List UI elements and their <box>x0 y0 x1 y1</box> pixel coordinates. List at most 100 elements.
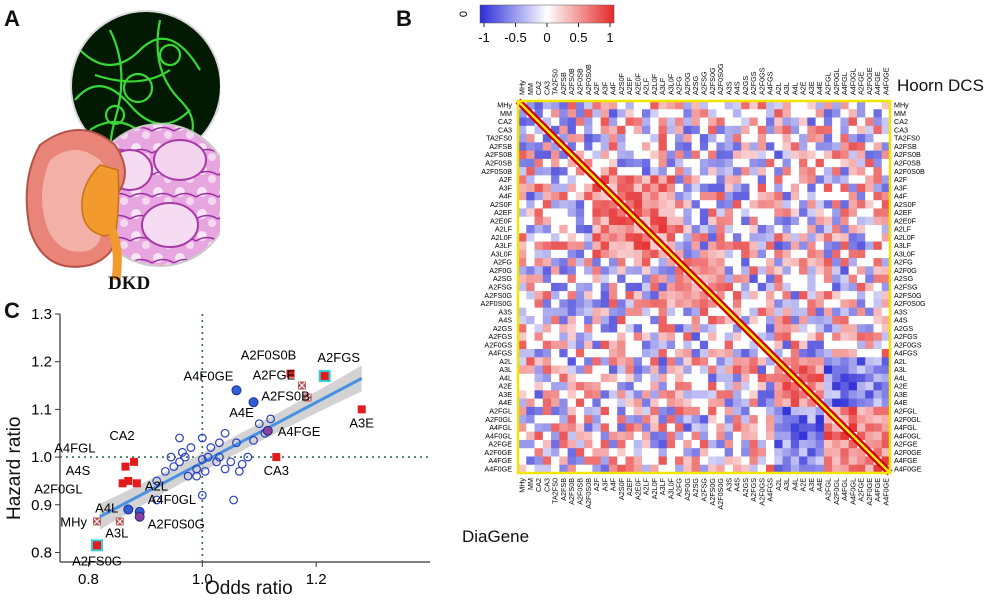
heatmap-cell <box>584 208 593 218</box>
heatmap-cell <box>658 423 668 432</box>
heatmap-cell <box>592 117 601 127</box>
circle-marker <box>262 425 273 436</box>
data-point <box>266 414 276 424</box>
heatmap-cell <box>881 191 891 201</box>
heatmap-cell <box>625 365 635 375</box>
heatmap-cell <box>658 200 668 209</box>
heatmap-cell <box>708 191 717 201</box>
heatmap-cell <box>732 332 742 342</box>
heatmap-cell <box>708 142 717 151</box>
col-label-top: A4FGL <box>840 72 849 95</box>
heatmap-cell <box>592 266 601 275</box>
heatmap-cell <box>567 415 577 424</box>
heatmap-cell <box>575 439 585 449</box>
heatmap-cell <box>856 373 866 383</box>
heatmap-cell <box>633 225 643 234</box>
heatmap-cell <box>716 340 725 350</box>
heatmap-cell <box>741 142 750 151</box>
heatmap-cell <box>807 324 816 333</box>
heatmap-cell <box>716 373 725 383</box>
heatmap-cell <box>823 225 833 234</box>
heatmap-cell <box>741 448 750 457</box>
heatmap-cell <box>832 423 841 432</box>
heatmap-cell <box>757 431 767 441</box>
heatmap-cell <box>633 282 643 292</box>
heatmap-cell <box>856 464 866 474</box>
heatmap-cell <box>666 258 676 267</box>
heatmap-cell <box>699 332 709 342</box>
heatmap-cell <box>832 282 841 292</box>
heatmap-cell <box>617 249 626 259</box>
heatmap-cell <box>807 365 816 375</box>
heatmap-cell <box>650 464 659 474</box>
heatmap-cell <box>567 357 577 366</box>
heatmap-cell <box>642 299 651 308</box>
heatmap-cell <box>559 150 568 160</box>
heatmap-cell <box>799 109 808 118</box>
heatmap-cell <box>526 390 535 399</box>
heatmap-cell <box>567 258 577 267</box>
heatmap-cell <box>642 175 651 184</box>
heatmap-cell <box>625 109 635 118</box>
heatmap-cell <box>567 134 577 143</box>
heatmap-cell <box>633 258 643 267</box>
heatmap-cell <box>608 274 618 284</box>
heatmap-cell <box>518 109 527 118</box>
heatmap-cell <box>691 101 701 110</box>
heatmap-cell <box>873 175 883 184</box>
heatmap-cell <box>881 233 891 242</box>
heatmap-cell <box>716 431 725 441</box>
heatmap-cell <box>625 282 635 292</box>
heatmap-cell <box>518 233 527 242</box>
row-label-right: A2F <box>894 175 908 184</box>
heatmap-cell <box>832 158 841 168</box>
heatmap-cell <box>749 431 759 441</box>
heatmap-cell <box>732 175 742 184</box>
heatmap-cell <box>856 382 866 391</box>
heatmap-cell <box>650 117 659 127</box>
heatmap-cell <box>782 307 792 317</box>
heatmap-cell <box>873 315 883 325</box>
heatmap-cell <box>592 315 601 325</box>
panel-label-a: A <box>4 6 20 31</box>
heatmap-cell <box>675 183 684 193</box>
heatmap-cell <box>741 117 750 127</box>
heatmap-cell <box>658 357 668 366</box>
heatmap-cell <box>832 390 841 399</box>
heatmap-cell <box>856 191 866 201</box>
heatmap-cell <box>749 208 759 218</box>
heatmap-cell <box>848 200 858 209</box>
heatmap-cell <box>608 249 618 259</box>
heatmap-cell <box>584 464 593 474</box>
row-label-left: A2GS <box>493 324 512 333</box>
heatmap-cell <box>542 167 552 176</box>
heatmap-cell <box>699 340 709 350</box>
heatmap-cell <box>766 191 775 201</box>
heatmap-cell <box>848 258 858 267</box>
heatmap-cell <box>592 134 601 143</box>
heatmap-cell <box>716 398 725 408</box>
heatmap-cell <box>766 357 775 366</box>
heatmap-cell <box>575 398 585 408</box>
heatmap-cell <box>699 150 709 160</box>
heatmap-cell <box>675 142 684 151</box>
heatmap-cell <box>790 423 800 432</box>
heatmap-cell <box>526 299 535 308</box>
heatmap-cell <box>766 183 775 193</box>
heatmap-cell <box>658 233 668 242</box>
heatmap-cell <box>518 200 527 209</box>
heatmap-cell <box>518 423 527 432</box>
point-label: A4S <box>66 463 91 478</box>
heatmap-cell <box>856 200 866 209</box>
col-label-bottom: A2GS <box>741 478 750 497</box>
heatmap-cell <box>856 357 866 366</box>
heatmap-cell <box>526 423 535 432</box>
heatmap-cell <box>766 340 775 350</box>
heatmap-cell <box>807 134 816 143</box>
heatmap-cell <box>823 357 833 366</box>
heatmap-cell <box>799 291 808 300</box>
heatmap-cell <box>600 167 610 176</box>
heatmap-cell <box>617 398 626 408</box>
data-point <box>175 457 184 467</box>
heatmap-cell <box>617 282 626 292</box>
